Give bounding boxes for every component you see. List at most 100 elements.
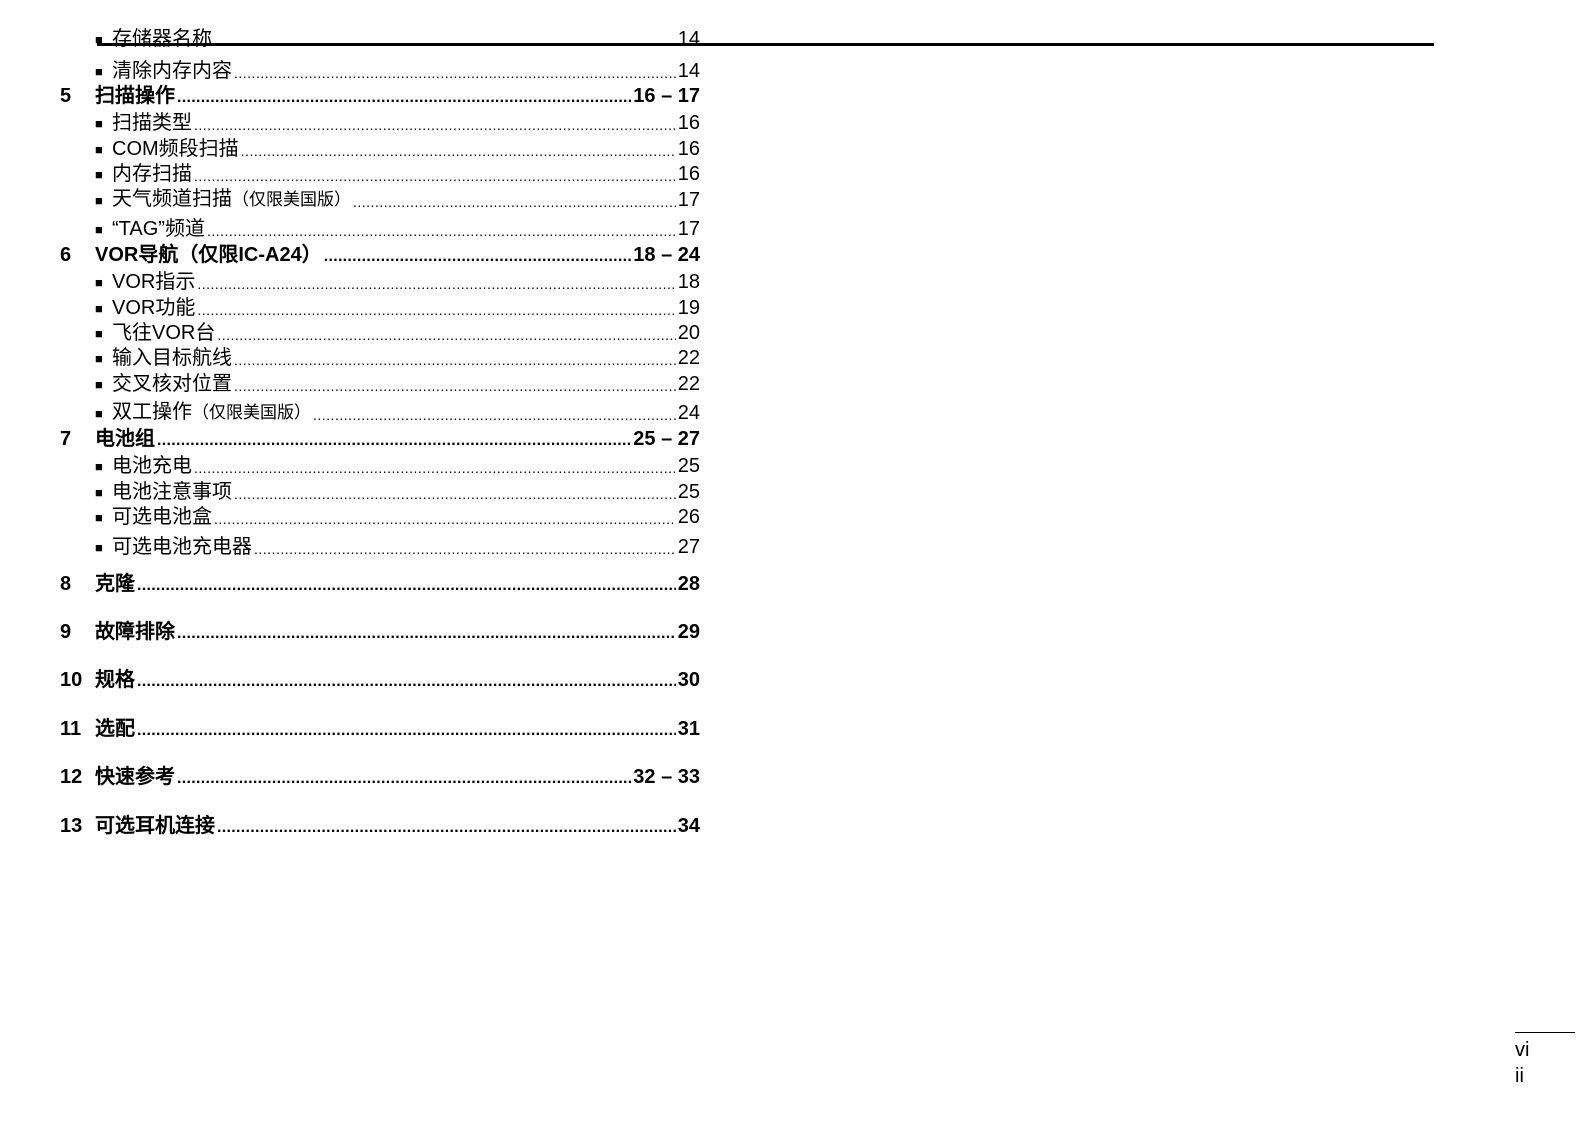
entry-page: 27 bbox=[677, 536, 700, 558]
entry-title: 故障排除 bbox=[95, 620, 175, 644]
bullet-icon: ■ bbox=[95, 116, 103, 131]
entry-title: 内存扫描 bbox=[112, 162, 192, 186]
entry-title: 飞往VOR台 bbox=[112, 321, 215, 345]
section-number: 7 bbox=[60, 428, 72, 450]
entry-title-text: 电池注意事项 bbox=[112, 481, 232, 503]
toc-entry[interactable]: 5 扫描操作 16 – 17 bbox=[60, 82, 700, 108]
entry-title-text: “TAG”频道 bbox=[112, 218, 205, 240]
entry-title: VOR导航（仅限IC-A24） bbox=[95, 243, 322, 267]
header-rule bbox=[97, 43, 1434, 46]
toc-entry[interactable]: ■ COM频段扫描 16 bbox=[60, 135, 700, 161]
toc-entry[interactable]: 6 VOR导航（仅限IC-A24） 18 – 24 bbox=[60, 241, 700, 267]
entry-note: （仅限美国版） bbox=[192, 403, 311, 422]
entry-title-text: 选配 bbox=[95, 718, 135, 740]
dot-leader bbox=[324, 247, 632, 267]
toc-entry[interactable]: 13 可选耳机连接 34 bbox=[60, 812, 700, 838]
bullet-icon: ■ bbox=[95, 326, 103, 341]
entry-page: 16 bbox=[677, 163, 700, 185]
dot-leader bbox=[353, 192, 676, 212]
toc-entry[interactable]: 9 故障排除 29 bbox=[60, 618, 700, 644]
dot-leader bbox=[177, 88, 631, 108]
toc-entry[interactable]: ■ 电池注意事项 25 bbox=[60, 478, 700, 504]
entry-page: 16 bbox=[677, 138, 700, 160]
entry-title: 可选耳机连接 bbox=[95, 814, 215, 838]
toc-entry[interactable]: ■ 清除内存内容 14 bbox=[60, 57, 700, 83]
bullet-icon: ■ bbox=[95, 377, 103, 392]
entry-title: 扫描操作 bbox=[95, 84, 175, 108]
entry-title-text: 扫描操作 bbox=[95, 85, 175, 107]
toc-entry[interactable]: 7 电池组 25 – 27 bbox=[60, 425, 700, 451]
bullet-icon: ■ bbox=[95, 64, 103, 79]
entry-title: 快速参考 bbox=[95, 765, 175, 789]
entry-title-text: 存储器名称 bbox=[112, 28, 212, 50]
entry-title: 扫描类型 bbox=[112, 111, 192, 135]
entry-title: 克隆 bbox=[95, 572, 135, 596]
entry-page: 25 – 27 bbox=[633, 428, 700, 450]
entry-title: 选配 bbox=[95, 717, 135, 741]
dot-leader bbox=[194, 166, 676, 186]
toc-entry[interactable]: 11 选配 31 bbox=[60, 715, 700, 741]
toc-entry[interactable]: ■ 内存扫描 16 bbox=[60, 160, 700, 186]
dot-leader bbox=[254, 539, 676, 559]
toc-entry[interactable]: ■ 天气频道扫描（仅限美国版） 17 bbox=[60, 186, 700, 212]
toc-entry[interactable]: ■ 交叉核对位置 22 bbox=[60, 370, 700, 396]
entry-title: 电池充电 bbox=[112, 454, 192, 478]
toc-entry[interactable]: ■ 可选电池盒 26 bbox=[60, 503, 700, 529]
entry-title-text: COM频段扫描 bbox=[112, 138, 239, 160]
entry-title-text: 快速参考 bbox=[95, 766, 175, 788]
entry-title-text: VOR功能 bbox=[112, 297, 196, 319]
toc-entry[interactable]: ■ VOR功能 19 bbox=[60, 294, 700, 320]
entry-title-text: 扫描类型 bbox=[112, 112, 192, 134]
entry-title-text: VOR导航（仅限IC-A24） bbox=[95, 244, 322, 266]
entry-page: 32 – 33 bbox=[633, 766, 700, 788]
toc-entry[interactable]: ■ 飞往VOR台 20 bbox=[60, 319, 700, 345]
section-number: 9 bbox=[60, 621, 72, 643]
page-number-line2: ii bbox=[1515, 1065, 1524, 1087]
bullet-icon: ■ bbox=[95, 406, 103, 421]
bullet-icon: ■ bbox=[95, 351, 103, 366]
dot-leader bbox=[137, 721, 676, 741]
toc-entry[interactable]: ■ 可选电池充电器 27 bbox=[60, 533, 700, 559]
bullet-icon: ■ bbox=[95, 510, 103, 525]
entry-title-text: 可选耳机连接 bbox=[95, 815, 215, 837]
entry-title-text: 交叉核对位置 bbox=[112, 373, 232, 395]
entry-title-text: 电池组 bbox=[95, 428, 155, 450]
dot-leader bbox=[197, 300, 675, 320]
dot-leader bbox=[217, 325, 675, 345]
dot-leader bbox=[197, 274, 675, 294]
entry-title: 存储器名称 bbox=[112, 27, 212, 51]
entry-title-text: 清除内存内容 bbox=[112, 60, 232, 82]
dot-leader bbox=[234, 484, 676, 504]
bullet-icon: ■ bbox=[95, 32, 103, 47]
entry-page: 16 – 17 bbox=[633, 85, 700, 107]
dot-leader bbox=[234, 376, 676, 396]
entry-title: 可选电池盒 bbox=[112, 505, 212, 529]
entry-title-text: 故障排除 bbox=[95, 621, 175, 643]
toc-entry[interactable]: ■ 输入目标航线 22 bbox=[60, 344, 700, 370]
entry-title: 双工操作（仅限美国版） bbox=[112, 400, 311, 425]
toc-entry[interactable]: ■ 双工操作（仅限美国版） 24 bbox=[60, 399, 700, 425]
dot-leader bbox=[194, 115, 676, 135]
entry-page: 17 bbox=[677, 189, 700, 211]
dot-leader bbox=[157, 431, 631, 451]
toc-entry[interactable]: ■ VOR指示 18 bbox=[60, 268, 700, 294]
toc-entry[interactable]: ■ 存储器名称 14 bbox=[60, 25, 700, 51]
entry-title-text: 内存扫描 bbox=[112, 163, 192, 185]
toc-entry[interactable]: ■ “TAG”频道 17 bbox=[60, 215, 700, 241]
section-number: 5 bbox=[60, 85, 72, 107]
toc-entry[interactable]: 12 快速参考 32 – 33 bbox=[60, 763, 700, 789]
entry-title: 输入目标航线 bbox=[112, 346, 232, 370]
dot-leader bbox=[217, 818, 676, 838]
dot-leader bbox=[137, 672, 676, 692]
entry-page: 29 bbox=[677, 621, 700, 643]
bullet-icon: ■ bbox=[95, 459, 103, 474]
entry-title: VOR功能 bbox=[112, 296, 195, 320]
toc-entry[interactable]: ■ 电池充电 25 bbox=[60, 452, 700, 478]
toc-entry[interactable]: ■ 扫描类型 16 bbox=[60, 109, 700, 135]
entry-title-text: 克隆 bbox=[95, 573, 135, 595]
entry-page: 18 – 24 bbox=[633, 244, 700, 266]
toc-entry[interactable]: 8 克隆 28 bbox=[60, 570, 700, 596]
page-number-line1: vi bbox=[1515, 1039, 1530, 1061]
page-number-rule bbox=[1515, 1032, 1575, 1033]
toc-entry[interactable]: 10 规格 30 bbox=[60, 666, 700, 692]
